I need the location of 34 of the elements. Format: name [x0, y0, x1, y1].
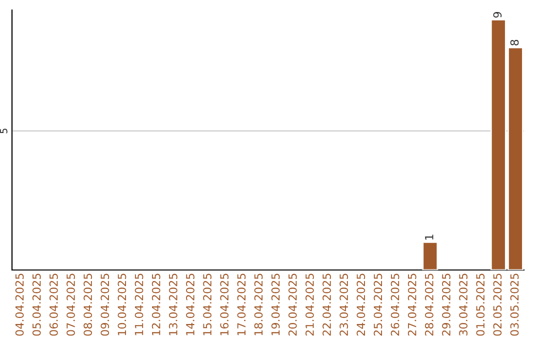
- x-tick-label: 14.04.2025: [186, 274, 194, 336]
- x-tick-label: 20.04.2025: [288, 274, 297, 336]
- data-label: 9: [493, 12, 502, 18]
- x-tick-label: 03.05.2025: [510, 274, 519, 336]
- x-tick-label: 02.05.2025: [493, 274, 502, 336]
- x-tick-label: 08.04.2025: [84, 274, 92, 336]
- x-tick-label: 12.04.2025: [152, 274, 160, 336]
- x-tick-label: 27.04.2025: [408, 274, 416, 336]
- x-tick-label: 01.05.2025: [476, 274, 485, 336]
- x-tick-label: 07.04.2025: [66, 274, 75, 336]
- x-tick-label: 29.04.2025: [442, 274, 450, 336]
- x-tick-label: 05.04.2025: [32, 274, 41, 336]
- data-label: 1: [425, 234, 434, 240]
- x-tick-label: 17.04.2025: [237, 274, 246, 336]
- x-tick-label: 16.04.2025: [220, 274, 229, 336]
- x-tick-label: 18.04.2025: [254, 274, 263, 336]
- y-tick-label: 5: [0, 128, 8, 134]
- x-tick-label: 21.04.2025: [305, 274, 314, 336]
- x-tick-label: 13.04.2025: [168, 274, 178, 336]
- x-tick-label: 04.04.2025: [15, 274, 24, 336]
- x-tick-label: 25.04.2025: [374, 274, 382, 336]
- x-tick-label: 11.04.2025: [134, 274, 144, 336]
- x-tick-label: 24.04.2025: [356, 274, 366, 336]
- x-tick-label: 30.04.2025: [459, 274, 468, 336]
- x-tick-label: 06.04.2025: [49, 274, 58, 336]
- x-tick-label: 26.04.2025: [390, 274, 400, 336]
- x-tick-label: 15.04.2025: [203, 274, 212, 336]
- x-tick-label: 09.04.2025: [100, 274, 110, 336]
- data-label: 8: [510, 40, 519, 46]
- x-tick-label: 28.04.2025: [424, 274, 434, 336]
- x-tick-label: 22.04.2025: [322, 274, 331, 336]
- x-tick-label: 19.04.2025: [271, 274, 280, 336]
- x-tick-label: 10.04.2025: [118, 274, 126, 336]
- x-tick-label: 23.04.2025: [340, 274, 348, 336]
